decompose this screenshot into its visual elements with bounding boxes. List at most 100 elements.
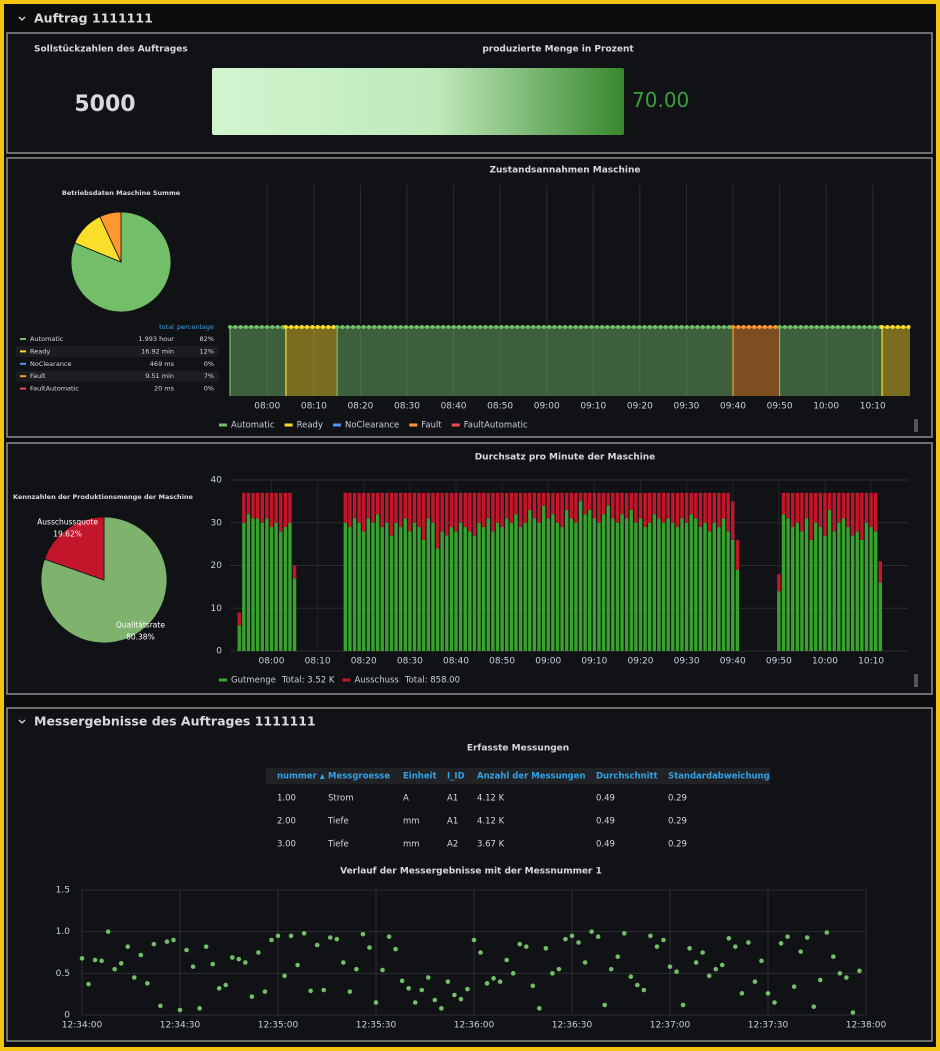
table-cell: 0.29: [668, 794, 687, 804]
scroll-handle[interactable]: [914, 419, 918, 432]
x-tick-label: 12:34:00: [62, 1021, 103, 1031]
bar: [611, 518, 615, 651]
point: [145, 981, 150, 986]
x-tick-label: 09:50: [767, 402, 793, 412]
panel-title: Zustandsannahmen Maschine: [490, 166, 641, 176]
bar: [398, 527, 403, 651]
bar: [804, 492, 809, 519]
x-tick-label: 08:20: [351, 657, 377, 667]
legend-percent: 12%: [200, 347, 214, 355]
point: [419, 987, 425, 993]
bar: [634, 522, 638, 651]
bar: [707, 492, 712, 532]
state-dot: [270, 325, 275, 329]
bar: [426, 518, 431, 651]
stat-value: 5000: [74, 92, 135, 117]
bar: [541, 505, 546, 651]
bar: [371, 522, 375, 651]
state-dot: [275, 325, 280, 329]
x-tick-label: 09:30: [674, 657, 700, 667]
bar: [375, 514, 380, 651]
bar: [509, 522, 514, 651]
point: [308, 988, 313, 994]
x-tick-label: 09:40: [720, 657, 746, 667]
bar: [279, 492, 283, 532]
state-dot: [793, 325, 798, 329]
table-cell: mm: [403, 817, 420, 827]
state-dot: [621, 325, 626, 329]
point: [648, 933, 653, 939]
bar: [449, 492, 454, 528]
bar: [874, 492, 878, 532]
state-dot: [647, 325, 652, 329]
bar: [283, 527, 288, 651]
bar: [564, 492, 569, 510]
bar: [242, 522, 246, 651]
bar: [408, 531, 412, 651]
point: [752, 979, 758, 984]
table-cell: 4.12 K: [477, 794, 505, 804]
point: [804, 935, 810, 940]
bar: [781, 514, 786, 651]
point: [334, 936, 340, 942]
point: [105, 929, 111, 934]
point: [746, 940, 751, 945]
state-dot: [901, 325, 906, 329]
point: [131, 975, 137, 980]
table-header: Standardabweichung: [668, 772, 770, 782]
bar: [422, 539, 426, 651]
point: [667, 964, 673, 969]
bar: [643, 492, 647, 528]
state-dot: [658, 325, 663, 329]
point: [425, 975, 431, 980]
table-cell: 0.49: [596, 817, 615, 827]
point: [595, 934, 601, 939]
state-dot: [727, 325, 732, 329]
bar: [855, 531, 859, 651]
point: [373, 1000, 379, 1005]
row-chevron[interactable]: [18, 16, 26, 21]
bar: [657, 492, 661, 519]
x-tick-label: 09:00: [535, 657, 561, 667]
bar: [731, 539, 735, 651]
state-dot: [419, 325, 424, 329]
state-dot: [451, 325, 456, 329]
state-dot: [398, 325, 403, 329]
x-tick-label: 12:36:00: [454, 1021, 495, 1031]
state-dot: [388, 325, 393, 329]
x-tick-label: 08:10: [305, 657, 331, 667]
state-dot: [366, 325, 371, 329]
row-title[interactable]: Messergebnisse des Auftrages 1111111: [34, 714, 316, 729]
bar: [800, 492, 804, 532]
state-dot: [890, 325, 895, 329]
state-dot: [361, 325, 366, 329]
bar: [671, 522, 675, 651]
row-chevron[interactable]: [18, 719, 26, 724]
bar: [860, 539, 864, 651]
state-dot: [377, 325, 382, 329]
bar: [352, 492, 357, 519]
state-dot: [798, 325, 803, 329]
state-dot: [299, 325, 304, 329]
table-cell: 3.67 K: [477, 840, 505, 850]
state-dot: [880, 325, 885, 329]
state-dot: [584, 325, 589, 329]
bar: [269, 492, 274, 528]
pie-slice: [44, 516, 105, 581]
bar: [666, 518, 670, 651]
bar: [735, 539, 740, 570]
row-title[interactable]: Auftrag 1111111: [34, 11, 153, 26]
bar: [555, 492, 560, 523]
x-tick-label: 08:40: [443, 657, 469, 667]
bar: [675, 492, 680, 528]
table-header: nummer: [277, 772, 318, 782]
bar: [611, 492, 615, 519]
bar: [251, 518, 255, 651]
point: [399, 978, 405, 984]
point: [393, 946, 398, 952]
state-segment: [230, 327, 286, 396]
state-dot: [819, 325, 824, 329]
state-dot: [626, 325, 631, 329]
point: [138, 952, 144, 958]
scroll-handle[interactable]: [914, 674, 918, 687]
